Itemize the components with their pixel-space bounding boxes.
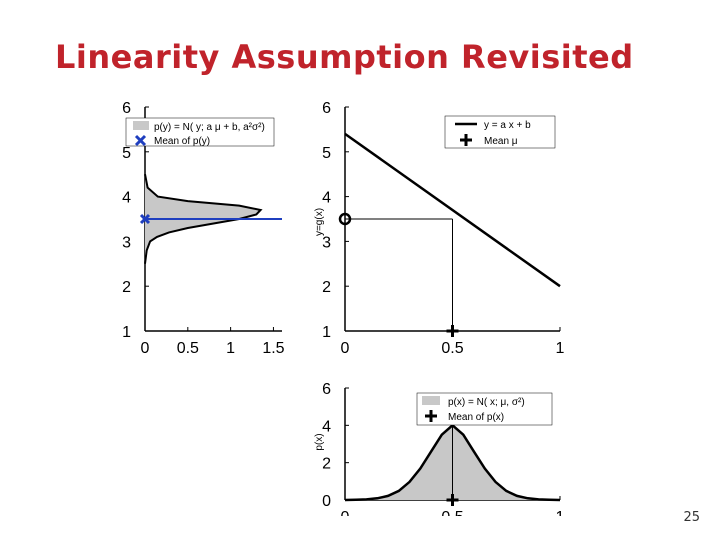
px-legend-density: p(x) = N( x; μ, σ²) xyxy=(448,397,525,408)
px-marks xyxy=(344,423,561,506)
py-x-tick-label: 0.5 xyxy=(177,340,199,357)
px-y-tick-label: 0 xyxy=(322,493,331,510)
x-cross-icon xyxy=(134,134,147,147)
px-legend: p(x) = N( x; μ, σ²) Mean of p(x) xyxy=(416,392,553,426)
py-y-tick-label: 6 xyxy=(122,100,131,117)
gx-y-tick-label: 4 xyxy=(322,190,331,207)
plus-icon xyxy=(425,410,437,422)
px-x-tick-label: 0.5 xyxy=(441,509,463,526)
gx-legend-line-label: y = a x + b xyxy=(484,120,531,131)
px-mean-marker xyxy=(446,494,459,506)
py-x-tick-label: 1 xyxy=(226,340,235,357)
gx-legend-box xyxy=(444,115,556,149)
px-y-tick-label: 4 xyxy=(322,418,331,435)
py-legend-density: p(y) = N( y; a μ + b, a²σ²) xyxy=(154,122,265,133)
py-y-tick-label: 5 xyxy=(122,145,131,162)
gx-y-tick-label: 2 xyxy=(322,279,331,296)
gx-line xyxy=(344,132,561,288)
px-legend-mean: Mean of p(x) xyxy=(448,412,504,423)
px-y-tick-label: 2 xyxy=(322,456,331,473)
py-x-tick-label: 0 xyxy=(141,340,150,357)
py-y-tick-label: 4 xyxy=(122,190,131,207)
py-y-tick-label: 1 xyxy=(122,324,131,341)
page-number: 25 xyxy=(683,510,700,525)
gx-legend-mean: Mean μ xyxy=(484,136,518,147)
gx-x-tick-label: 1 xyxy=(556,340,565,357)
gx-y-tick-label: 5 xyxy=(322,145,331,162)
px-x-tick-label: 0 xyxy=(341,509,350,526)
px-y-tick-label: 6 xyxy=(322,381,331,398)
px-ylabel: p(x) xyxy=(314,433,325,450)
gx-y-tick-label: 3 xyxy=(322,234,331,251)
gx-mean-y-marker xyxy=(338,212,352,226)
px-density-curve xyxy=(344,423,561,502)
gx-marks xyxy=(338,132,561,337)
gx-x-tick-label: 0.5 xyxy=(441,340,463,357)
py-legend: p(y) = N( y; a μ + b, a²σ²) Mean of p(y) xyxy=(125,117,275,147)
py-x-tick-label: 1.5 xyxy=(262,340,284,357)
py-mean-marker xyxy=(139,213,151,225)
py-y-tick-label: 2 xyxy=(122,279,131,296)
gx-x-tick-label: 0 xyxy=(341,340,350,357)
py-y-tick-label: 3 xyxy=(122,234,131,251)
py-legend-box xyxy=(125,117,275,147)
px-legend-swatch xyxy=(422,396,440,405)
gx-y-tick-label: 6 xyxy=(322,100,331,117)
slide-title: Linearity Assumption Revisited xyxy=(55,38,634,76)
px-x-tick-label: 1 xyxy=(556,509,565,526)
plus-icon xyxy=(460,134,472,146)
gx-y-tick-label: 1 xyxy=(322,324,331,341)
py-legend-mean: Mean of p(y) xyxy=(154,136,210,147)
gx-ylabel: y=g(x) xyxy=(314,208,325,236)
py-legend-swatch xyxy=(133,121,149,130)
gx-legend: y = a x + b Mean μ xyxy=(444,115,556,149)
py-marks xyxy=(139,174,282,264)
gx-mean-x-marker xyxy=(446,325,459,337)
